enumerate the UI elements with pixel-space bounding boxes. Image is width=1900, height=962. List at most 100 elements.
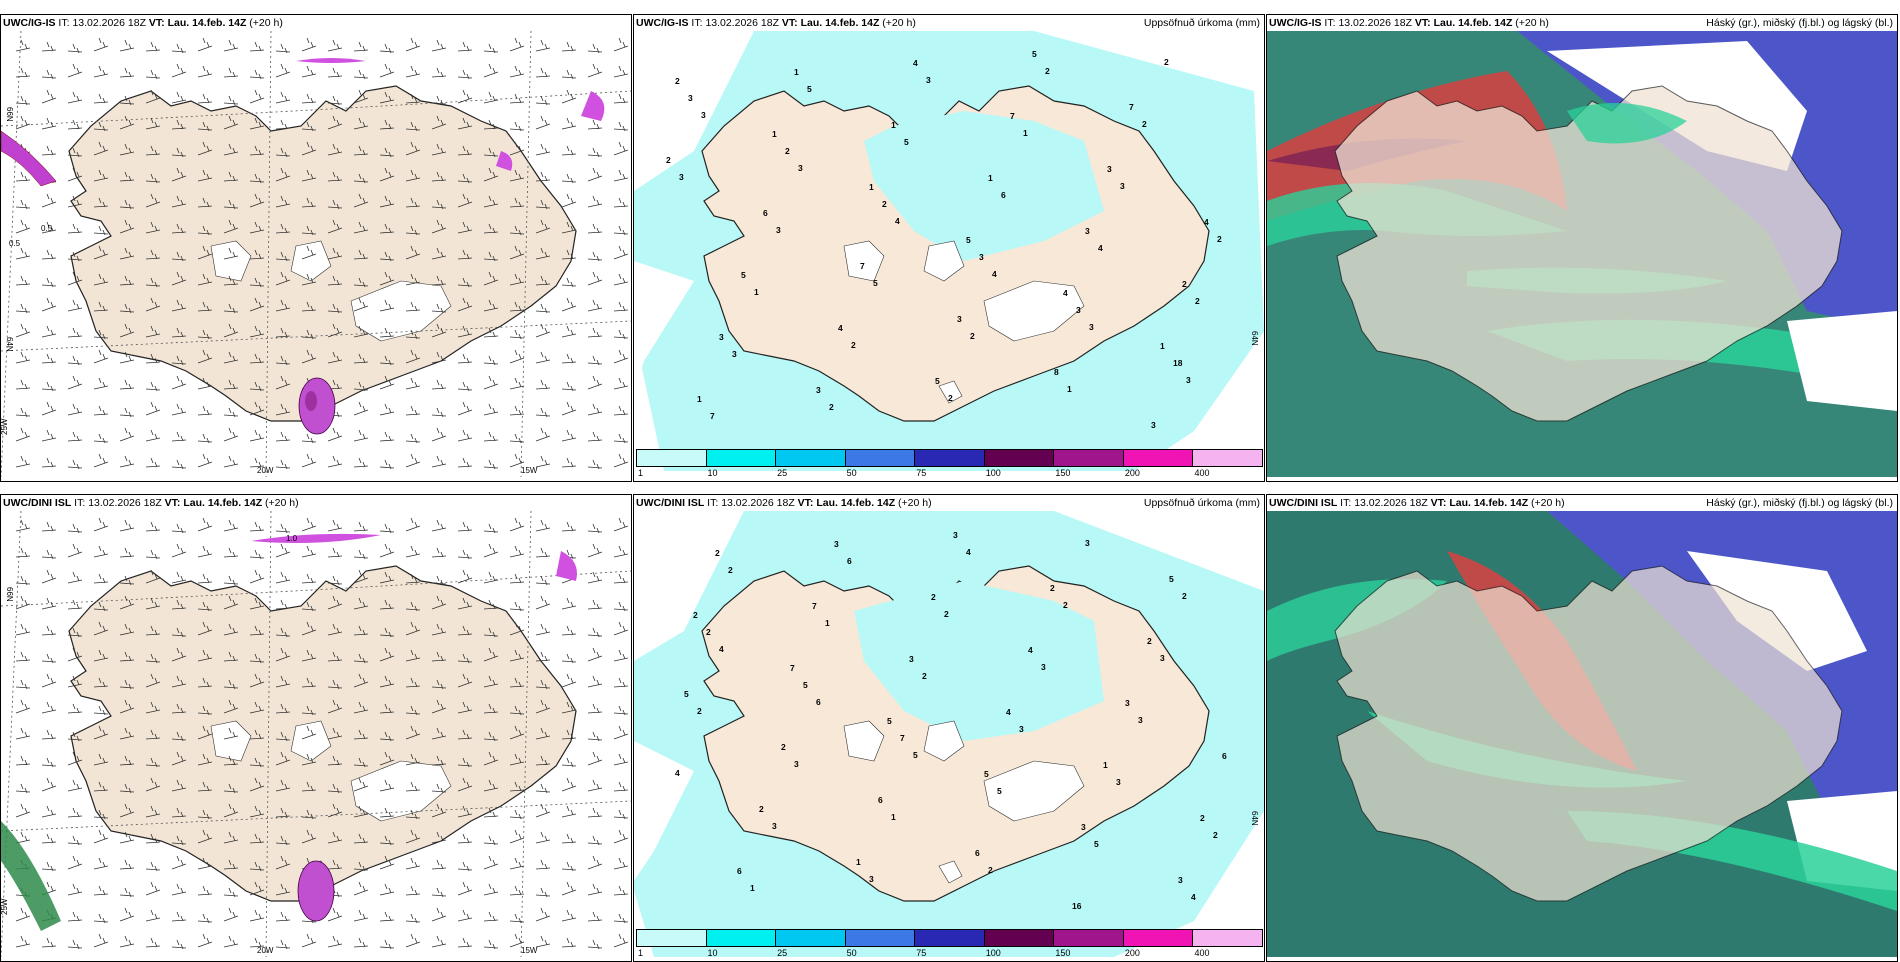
- wind-barb: [327, 171, 343, 182]
- wind-barb: [457, 457, 473, 468]
- wind-barb: [197, 245, 213, 260]
- wind-barb: [93, 245, 109, 260]
- precip-value: 8: [1054, 367, 1059, 377]
- wind-barb: [327, 247, 343, 260]
- wind-barb: [405, 857, 421, 870]
- wind-barb: [587, 431, 603, 442]
- wind-barb: [301, 329, 317, 340]
- wind-barb: [41, 729, 57, 740]
- wind-barb: [41, 297, 57, 312]
- wind-barb: [561, 833, 577, 844]
- wind-barb: [483, 571, 499, 584]
- wind-barb: [15, 755, 31, 766]
- wind-barb: [587, 195, 603, 208]
- precip-value: 3: [1116, 777, 1121, 787]
- wind-barb: [353, 833, 369, 844]
- wind-barb: [509, 377, 525, 390]
- wind-barb: [509, 301, 525, 312]
- wind-barb: [41, 117, 57, 130]
- wind-barb: [327, 595, 343, 610]
- wind-barb: [145, 729, 161, 740]
- wind-barb: [275, 375, 291, 390]
- wind-barb: [171, 731, 187, 742]
- wind-barb: [509, 197, 525, 208]
- wind-barb: [613, 329, 629, 340]
- wind-barb: [249, 549, 265, 560]
- wind-barb: [249, 625, 265, 636]
- wind-barb: [431, 379, 447, 390]
- wind-barb: [483, 223, 499, 234]
- wind-barb: [93, 753, 109, 766]
- wind-barb: [327, 699, 343, 714]
- wind-barb: [535, 907, 551, 922]
- wind-barb: [67, 675, 83, 688]
- wind-barb: [457, 569, 473, 584]
- precip-value: 1: [794, 67, 799, 77]
- wind-barb: [275, 327, 291, 338]
- wind-barb: [275, 403, 291, 416]
- wind-barb: [535, 219, 551, 234]
- precip-value: 3: [719, 332, 724, 342]
- wind-barb: [67, 91, 83, 104]
- wind-barb: [457, 297, 473, 312]
- wind-barb: [613, 121, 629, 132]
- wind-barb: [509, 933, 525, 948]
- wind-barb: [249, 221, 265, 234]
- wind-barb: [197, 725, 213, 740]
- precip-value: 3: [1160, 653, 1165, 663]
- wind-barb: [561, 353, 577, 364]
- wind-barb: [509, 93, 525, 104]
- wind-barb: [275, 571, 291, 584]
- lon-25w: 25W: [1, 898, 9, 915]
- precip-value: 1: [988, 173, 993, 183]
- precip-value: 1: [891, 120, 896, 130]
- wind-barb: [327, 831, 343, 844]
- wind-barb: [405, 169, 421, 182]
- wind-barb: [587, 375, 603, 390]
- wind-barb: [249, 69, 265, 80]
- wind-barb: [67, 43, 83, 54]
- wind-barb: [431, 859, 447, 870]
- colorbar-tick: 200: [1124, 468, 1140, 478]
- wind-barb: [93, 933, 109, 948]
- precip-value: 2: [970, 331, 975, 341]
- wind-barb: [93, 453, 109, 468]
- precip-value: 4: [838, 323, 843, 333]
- wind-barb: [275, 167, 291, 182]
- wind-barb: [93, 705, 109, 716]
- wind-barb: [119, 323, 135, 338]
- precip-value: 1: [750, 883, 755, 893]
- wind-barb: [15, 95, 31, 106]
- wind-barb: [171, 807, 187, 818]
- wind-barb: [301, 349, 317, 364]
- wind-barb: [145, 549, 161, 560]
- wind-barb: [483, 751, 499, 766]
- wind-barb: [67, 939, 83, 950]
- wind-barb: [93, 913, 109, 924]
- wind-barb: [197, 705, 213, 716]
- wind-barb: [457, 69, 473, 80]
- wind-barb: [457, 729, 473, 740]
- wind-barb: [561, 193, 577, 208]
- wind-barb: [249, 937, 265, 948]
- wind-barb: [431, 143, 447, 156]
- wind-barb: [249, 757, 265, 768]
- wind-barb: [483, 647, 499, 662]
- precip-value: 5: [935, 376, 940, 386]
- precip-value: 3: [798, 163, 803, 173]
- wind-barb: [171, 355, 187, 366]
- wind-barb: [327, 95, 343, 106]
- wind-barb: [275, 459, 291, 470]
- wind-barb: [171, 63, 187, 78]
- wind-barb: [561, 429, 577, 442]
- wind-barb: [41, 597, 57, 610]
- panel-header: UWC/DINI ISL IT: 13.02.2026 18Z VT: Lau.…: [3, 497, 299, 509]
- wind-barb: [613, 517, 629, 532]
- colorbar-segment: [1053, 449, 1124, 467]
- wind-barb: [93, 573, 109, 584]
- precip-value: 4: [1191, 892, 1196, 902]
- colorbar-segment: [636, 449, 707, 467]
- lat-66n: 66N: [5, 587, 14, 602]
- wind-barb: [483, 779, 499, 792]
- wind-barb: [275, 731, 291, 742]
